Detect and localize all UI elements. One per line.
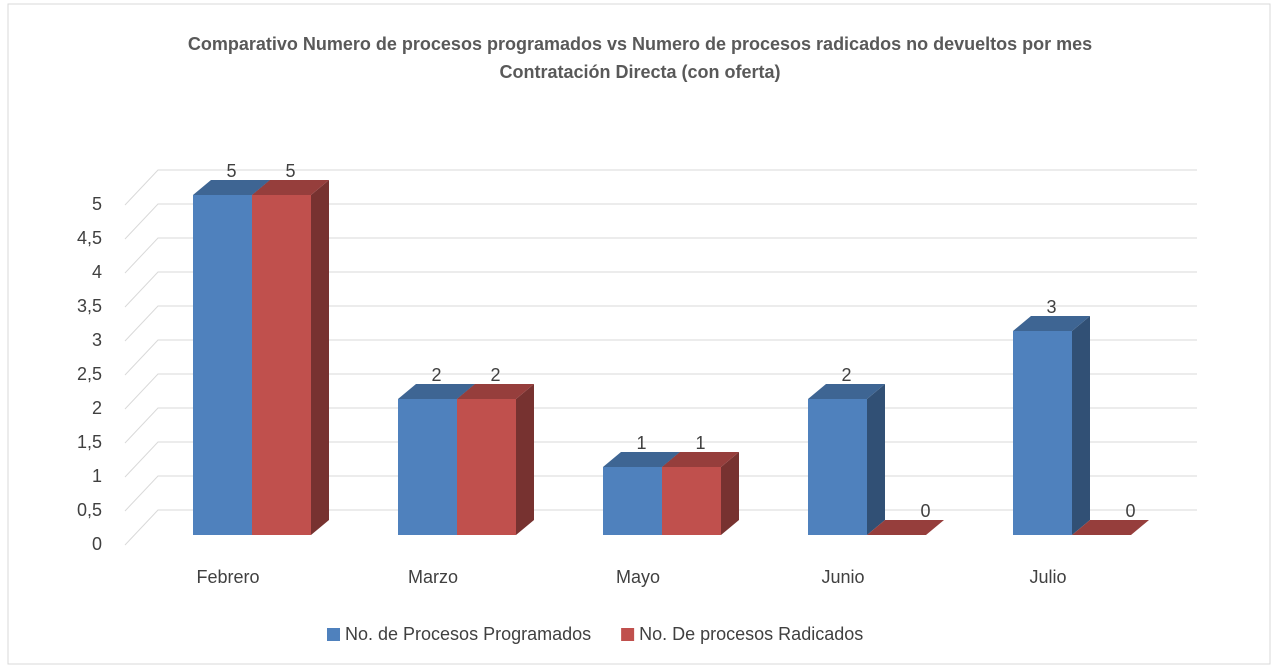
- data-label: 2: [490, 365, 500, 385]
- grid-line: [124, 169, 1197, 206]
- y-tick-label: 0,5: [77, 500, 102, 520]
- bar: [252, 180, 329, 535]
- grid-line: [124, 373, 1197, 410]
- bar-front: [252, 195, 311, 535]
- y-tick-label: 4,5: [77, 228, 102, 248]
- data-label: 1: [636, 433, 646, 453]
- bar-front: [808, 399, 867, 535]
- bar: [662, 452, 739, 535]
- x-tick-label: Julio: [1029, 567, 1066, 587]
- bar-side: [1072, 316, 1090, 535]
- bar: [808, 384, 885, 535]
- chart-title: Comparativo Numero de procesos programad…: [187, 34, 1093, 82]
- bar: [1013, 316, 1090, 535]
- grid-line: [124, 203, 1197, 240]
- grid-line: [124, 305, 1197, 342]
- legend-swatch: [621, 628, 635, 641]
- grid-line: [124, 271, 1197, 308]
- y-tick-label: 2: [92, 398, 102, 418]
- data-label: 1: [695, 433, 705, 453]
- legend-label: No. de Procesos Programados: [345, 624, 591, 644]
- bar: [457, 384, 534, 535]
- bar: [1072, 520, 1149, 535]
- bar-side: [867, 384, 885, 535]
- x-tick-label: Mayo: [616, 567, 660, 587]
- bar-side: [721, 452, 739, 535]
- bar-top: [867, 520, 944, 535]
- bar: [867, 520, 944, 535]
- data-label: 5: [285, 161, 295, 181]
- grid-line: [124, 237, 1197, 274]
- legend-swatch: [327, 628, 340, 641]
- bar-top: [662, 452, 739, 467]
- bar-front: [1013, 331, 1072, 535]
- x-tick-label: Junio: [821, 567, 864, 587]
- grid-line: [124, 339, 1197, 376]
- y-tick-label: 3: [92, 330, 102, 350]
- data-label: 0: [920, 501, 930, 521]
- bar-top: [1013, 316, 1090, 331]
- bar-top: [603, 452, 680, 467]
- bar-top: [808, 384, 885, 399]
- data-label: 0: [1125, 501, 1135, 521]
- y-tick-label: 3,5: [77, 296, 102, 316]
- bar-top: [1072, 520, 1149, 535]
- bar-top: [398, 384, 475, 399]
- bar-front: [603, 467, 662, 535]
- y-tick-label: 2,5: [77, 364, 102, 384]
- y-tick-label: 0: [92, 534, 102, 554]
- y-tick-label: 4: [92, 262, 102, 282]
- bar-top: [193, 180, 270, 195]
- bar-side: [311, 180, 329, 535]
- bar-front: [457, 399, 516, 535]
- y-tick-label: 5: [92, 194, 102, 214]
- x-tick-label: Febrero: [196, 567, 259, 587]
- data-label: 2: [841, 365, 851, 385]
- bar-side: [516, 384, 534, 535]
- data-label: 5: [226, 161, 236, 181]
- y-tick-label: 1,5: [77, 432, 102, 452]
- y-tick-label: 1: [92, 466, 102, 486]
- legend-label: No. De procesos Radicados: [639, 624, 863, 644]
- x-tick-label: Marzo: [408, 567, 458, 587]
- bar-top: [457, 384, 534, 399]
- bar-top: [252, 180, 329, 195]
- bar-front: [193, 195, 252, 535]
- bar-front: [398, 399, 457, 535]
- bar-front: [662, 467, 721, 535]
- data-label: 3: [1046, 297, 1056, 317]
- data-label: 2: [431, 365, 441, 385]
